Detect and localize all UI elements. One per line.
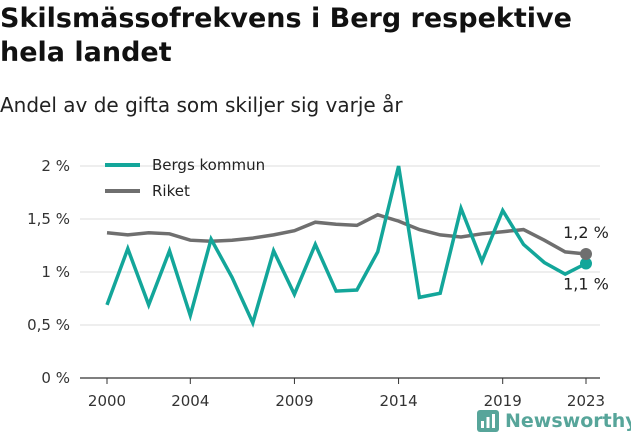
end-point-marker (580, 247, 592, 260)
x-tick-label: 2019 (484, 392, 522, 410)
x-tick-label: 2009 (275, 392, 313, 410)
y-tick-label: 1,5 % (27, 210, 70, 228)
chart-subtitle: Andel av de gifta som skiljer sig varje … (0, 93, 403, 117)
series-line-bergs-kommun (105, 165, 587, 328)
end-value-label: 1,1 % (563, 275, 609, 294)
y-tick-label: 1 % (41, 263, 70, 281)
brand-name: Newsworthy (505, 410, 631, 432)
x-tick-label: 2014 (379, 392, 417, 410)
end-point-marker (580, 257, 592, 270)
newsworthy-logo-icon (477, 410, 499, 432)
brand-logo: Newsworthy (476, 406, 631, 436)
x-tick-label: 2004 (171, 392, 209, 410)
y-tick-label: 0 % (41, 369, 70, 387)
y-tick-label: 0,5 % (27, 316, 70, 334)
y-tick-label: 2 % (41, 157, 70, 175)
legend-label: Riket (152, 182, 190, 200)
end-value-label: 1,2 % (563, 223, 609, 242)
legend-label: Bergs kommun (152, 156, 265, 174)
x-tick-label: 2023 (567, 392, 605, 410)
chart-title: Skilsmässofrekvens i Berg respektive hel… (0, 3, 572, 68)
series-line-riket (106, 212, 587, 256)
x-tick-label: 2000 (88, 392, 126, 410)
